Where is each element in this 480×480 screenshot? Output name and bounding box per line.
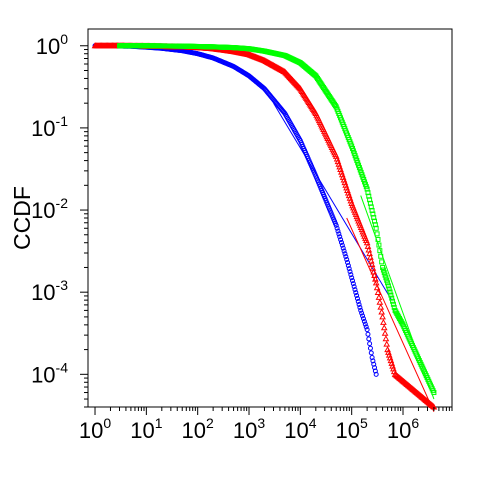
data-point	[375, 293, 383, 300]
data-point	[345, 260, 351, 266]
data-point	[367, 341, 373, 347]
data-point	[382, 335, 390, 342]
x-tick-label: 101	[130, 415, 162, 443]
data-point	[336, 231, 342, 237]
data-point	[383, 340, 391, 347]
data-point	[383, 275, 389, 281]
data-point	[334, 225, 340, 231]
data-point	[339, 242, 345, 248]
data-point	[344, 256, 350, 262]
data-point	[380, 324, 388, 331]
y-axis-title: CCDF	[9, 186, 35, 250]
data-point	[333, 222, 339, 228]
data-point	[342, 251, 348, 257]
data-point	[384, 277, 390, 283]
data-point	[377, 303, 385, 310]
data-point	[359, 310, 365, 316]
data-point	[374, 231, 380, 237]
data-point	[379, 313, 386, 320]
series-0	[92, 43, 393, 377]
data-point	[376, 298, 384, 305]
data-point	[347, 269, 353, 275]
y-tick-label: 10-1	[31, 113, 68, 141]
series-2	[117, 43, 437, 400]
x-tick-label: 104	[284, 415, 316, 443]
data-point	[348, 272, 354, 278]
data-point	[350, 281, 356, 287]
y-tick-label: 10-3	[31, 277, 68, 305]
fit-line	[360, 195, 435, 400]
data-point	[358, 307, 364, 313]
y-tick-label: 10-2	[31, 195, 68, 223]
x-tick-label: 103	[233, 415, 265, 443]
data-point	[382, 272, 388, 278]
fit-line	[346, 217, 435, 412]
data-point	[385, 283, 391, 289]
data-point	[346, 266, 352, 272]
x-tick-label: 105	[336, 415, 368, 443]
plot-frame	[87, 28, 453, 408]
data-point	[373, 225, 379, 231]
y-tick-label: 10-4	[31, 359, 68, 387]
data-point	[372, 279, 380, 286]
data-point	[360, 313, 366, 319]
data-point	[340, 245, 346, 251]
data-point	[355, 298, 361, 304]
data-point	[343, 254, 349, 260]
data-point	[351, 284, 357, 290]
data-point	[367, 345, 373, 351]
data-point	[389, 295, 395, 301]
data-point	[338, 239, 344, 245]
axes-layer: 100 101 102 103 104 105 106 100 10-1 10-2 10-3 10-4	[31, 31, 453, 443]
data-point	[385, 280, 391, 286]
data-point	[390, 301, 396, 307]
data-point	[354, 296, 360, 302]
data-point	[378, 308, 386, 315]
data-point	[374, 289, 382, 296]
series-layer	[91, 42, 438, 412]
data-point	[381, 329, 389, 336]
x-tick-label: 102	[182, 415, 214, 443]
data-point	[354, 293, 360, 299]
data-point	[379, 259, 385, 265]
data-point	[341, 248, 347, 254]
data-point	[338, 237, 344, 243]
x-tick-label: 100	[79, 415, 111, 443]
data-point	[349, 275, 355, 281]
data-point	[390, 298, 396, 304]
data-point	[350, 278, 356, 284]
data-point	[345, 263, 351, 269]
data-point	[362, 321, 368, 327]
data-point	[380, 264, 386, 270]
data-point	[380, 318, 387, 325]
x-tick-label: 106	[387, 415, 419, 443]
data-point	[335, 228, 341, 234]
y-tick-label: 100	[36, 31, 68, 59]
data-point	[357, 304, 363, 310]
series-1	[91, 42, 438, 412]
data-point	[365, 331, 371, 337]
data-point	[360, 316, 366, 322]
data-point	[386, 286, 392, 292]
data-point	[380, 267, 386, 273]
data-point	[356, 301, 362, 307]
data-point	[363, 324, 369, 330]
data-point	[353, 290, 359, 296]
data-point	[337, 234, 343, 240]
data-point	[366, 336, 372, 342]
data-point	[373, 371, 379, 377]
data-point	[364, 327, 370, 333]
data-point	[381, 270, 387, 276]
data-point	[391, 304, 397, 310]
data-point	[388, 292, 394, 298]
data-point	[361, 318, 367, 324]
data-point	[352, 287, 358, 293]
data-point	[368, 350, 374, 356]
data-point	[387, 289, 393, 295]
